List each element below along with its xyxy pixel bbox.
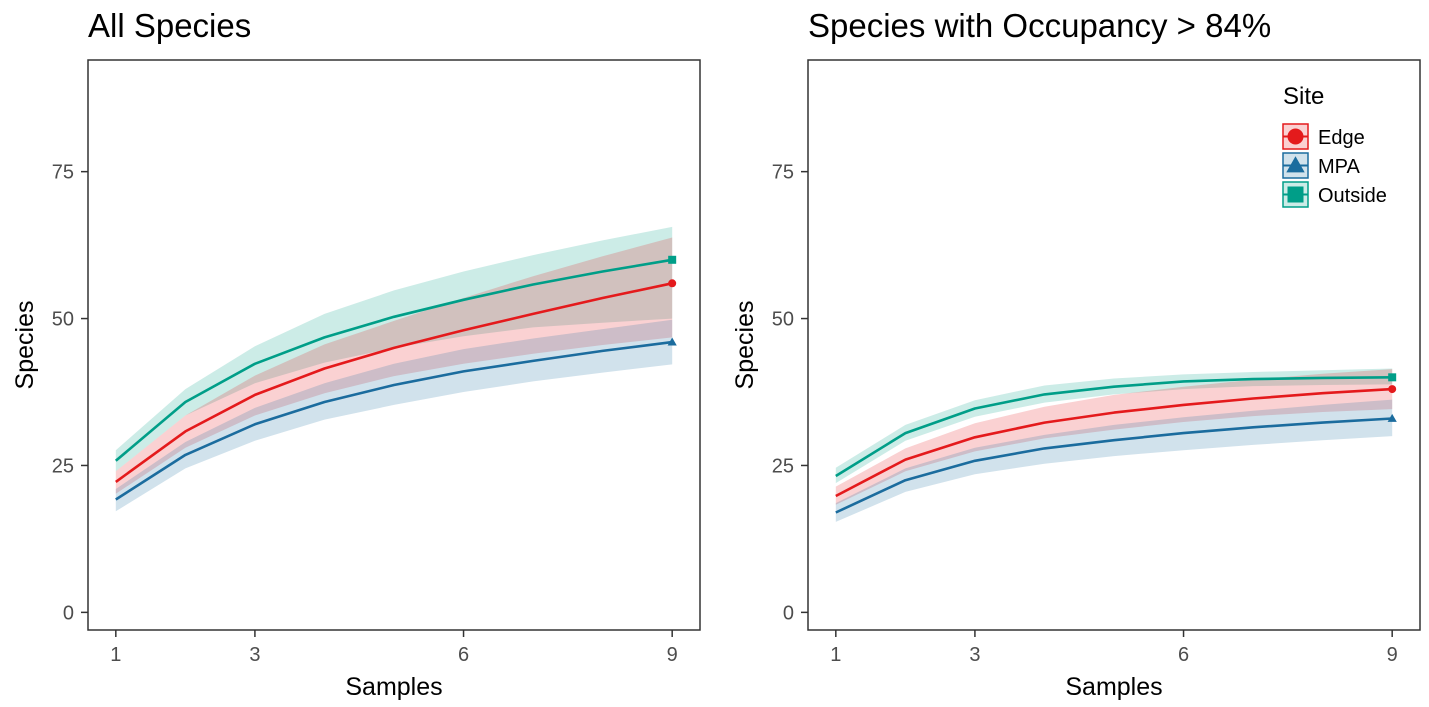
end-marker-edge xyxy=(1388,385,1397,394)
confidence-bands xyxy=(115,226,673,512)
end-marker-outside xyxy=(1388,373,1397,382)
band-mpa xyxy=(835,399,1393,522)
x-axis: 1 3 6 9 xyxy=(110,630,678,666)
chart-all-species: All Species 0 25 50 75 1 3 6 9 Samples Species xyxy=(11,7,701,701)
line-outside xyxy=(114,258,673,462)
band-outside xyxy=(835,368,1393,484)
x-tick-label: 1 xyxy=(830,644,841,666)
y-tick-label: 0 xyxy=(63,602,74,624)
series-end-markers xyxy=(1387,373,1397,422)
x-tick-label: 6 xyxy=(458,644,469,666)
confidence-bands xyxy=(835,368,1393,522)
x-axis-title: Samples xyxy=(1065,673,1162,701)
end-marker-mpa xyxy=(667,337,677,346)
chart-occupancy: Species with Occupancy > 84% 0 25 50 75 1 3 6… xyxy=(731,7,1421,701)
line-outside xyxy=(835,376,1393,478)
series-lines xyxy=(835,376,1393,514)
end-marker-mpa xyxy=(1387,413,1397,422)
end-marker-edge xyxy=(668,279,677,288)
legend-label: Outside xyxy=(1318,185,1387,207)
x-axis-title: Samples xyxy=(345,673,442,701)
end-marker-outside xyxy=(668,255,677,264)
plot-panel xyxy=(807,59,1421,631)
x-tick-label: 3 xyxy=(249,644,260,666)
legend-entries: Edge MPA Outside xyxy=(1282,123,1387,208)
y-axis-title: Species xyxy=(731,301,759,390)
x-tick-label: 9 xyxy=(667,644,678,666)
legend-label: Edge xyxy=(1318,127,1365,149)
x-axis: 1 3 6 9 xyxy=(830,630,1398,666)
y-axis: 0 25 50 75 xyxy=(772,162,808,624)
legend-triangle-icon xyxy=(1286,156,1305,173)
chart-title: All Species xyxy=(88,7,251,44)
y-tick-label: 25 xyxy=(52,455,74,477)
band-outside xyxy=(115,226,673,472)
legend-item-outside: Outside xyxy=(1282,181,1387,208)
x-tick-label: 6 xyxy=(1178,644,1189,666)
legend-title: Site xyxy=(1283,83,1324,110)
band-mpa xyxy=(115,319,673,512)
band-edge xyxy=(115,237,673,494)
chart-title: Species with Occupancy > 84% xyxy=(808,7,1271,44)
line-mpa xyxy=(115,340,673,501)
x-tick-label: 9 xyxy=(1387,644,1398,666)
line-mpa xyxy=(835,417,1393,514)
y-axis-title: Species xyxy=(11,301,39,390)
y-axis: 0 25 50 75 xyxy=(52,162,88,624)
x-tick-label: 3 xyxy=(969,644,980,666)
series-lines xyxy=(114,258,673,501)
plot-panel xyxy=(87,59,701,631)
band-edge xyxy=(835,369,1393,505)
legend: Site Edge MPA Outside xyxy=(1282,83,1387,208)
y-tick-label: 75 xyxy=(52,162,74,184)
y-tick-label: 0 xyxy=(783,602,794,624)
line-edge xyxy=(835,387,1393,498)
legend-label: MPA xyxy=(1318,156,1361,178)
x-tick-label: 1 xyxy=(110,644,121,666)
y-tick-label: 75 xyxy=(772,162,794,184)
legend-item-mpa: MPA xyxy=(1282,152,1361,179)
y-tick-label: 25 xyxy=(772,455,794,477)
series-end-markers xyxy=(667,255,677,346)
y-tick-label: 50 xyxy=(52,309,74,331)
legend-square-icon xyxy=(1287,186,1304,203)
line-edge xyxy=(115,282,673,483)
legend-circle-icon xyxy=(1287,128,1304,145)
legend-item-edge: Edge xyxy=(1282,123,1365,150)
y-tick-label: 50 xyxy=(772,309,794,331)
